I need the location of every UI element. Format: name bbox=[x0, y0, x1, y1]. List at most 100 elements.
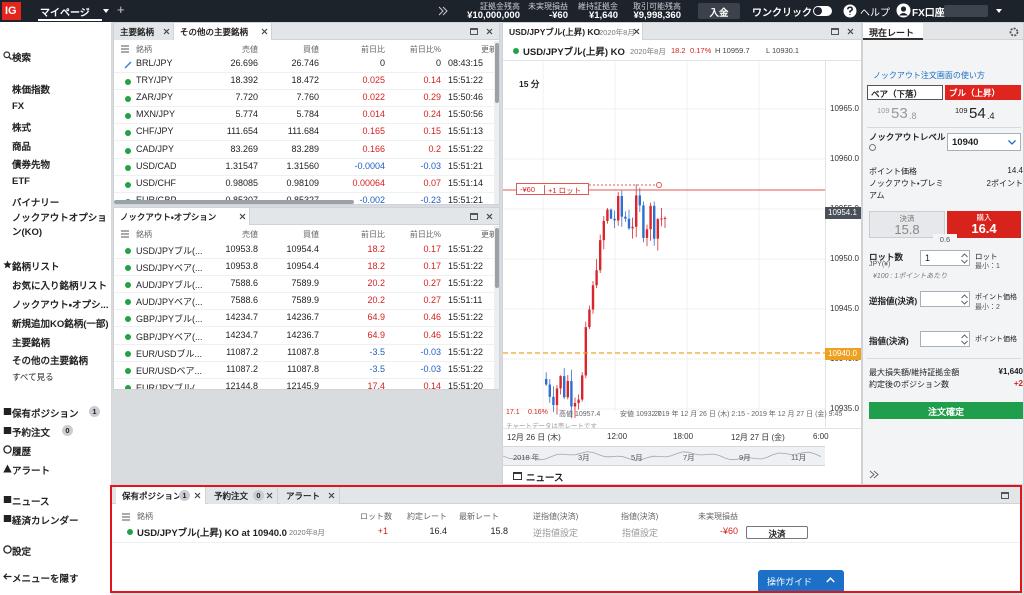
menu-item[interactable]: 銘柄リスト bbox=[12, 262, 60, 273]
ko-label: ノックアウトレベル bbox=[869, 132, 946, 142]
header-divider bbox=[503, 60, 861, 61]
cell: 0.98085 bbox=[225, 177, 258, 188]
menu-item[interactable]: FX bbox=[12, 101, 25, 112]
close-button[interactable]: 決済 bbox=[746, 526, 808, 539]
menu-item[interactable]: 履歴 bbox=[12, 447, 32, 458]
position-name[interactable]: USD/JPYブル(上昇) KO at 10940.0 bbox=[137, 528, 287, 539]
menu-item[interactable]: 新規追加KO銘柄(一部) bbox=[12, 319, 109, 330]
account-body bbox=[899, 13, 908, 16]
market-name[interactable]: AUD/JPYブル(... bbox=[136, 280, 203, 291]
toggle-knob bbox=[814, 7, 822, 15]
market-name[interactable]: USD/JPYベア(... bbox=[136, 263, 203, 274]
price-label: 10960.0 bbox=[830, 154, 859, 163]
market-name[interactable]: USD/CHF bbox=[136, 177, 176, 188]
market-name[interactable]: MXN/JPY bbox=[136, 109, 176, 120]
candle-body bbox=[570, 380, 573, 407]
menu-item[interactable]: メニューを隠す bbox=[12, 574, 79, 585]
menu-item[interactable]: ノックアウトオプション(KO) bbox=[12, 213, 107, 238]
input[interactable] bbox=[920, 291, 970, 307]
candle-body bbox=[635, 195, 638, 227]
graphics bbox=[3, 51, 12, 60]
candle-body bbox=[563, 376, 566, 398]
cell: 17.4 bbox=[367, 380, 385, 390]
menu-item[interactable]: お気に入り銘柄リスト bbox=[12, 281, 108, 292]
see-all[interactable]: すべて見る bbox=[12, 372, 54, 382]
tab-label: 予約注文 bbox=[214, 491, 249, 501]
add-tab[interactable]: + bbox=[117, 2, 125, 17]
market-name[interactable]: ZAR/JPY bbox=[136, 92, 174, 103]
market-name[interactable]: GBP/JPYブル(... bbox=[136, 314, 203, 325]
menu-item[interactable]: 主要銘柄 bbox=[12, 338, 51, 349]
sell-box[interactable]: 決済 15.8 bbox=[869, 211, 945, 238]
tab[interactable]: その他の主要銘柄 bbox=[174, 23, 272, 40]
cell: -0.23 bbox=[420, 194, 441, 205]
toggle[interactable] bbox=[813, 6, 832, 16]
market-name[interactable]: EUR/USDベア... bbox=[136, 365, 203, 376]
menu-item[interactable]: バイナリー bbox=[12, 198, 60, 209]
tab-label: アラート bbox=[286, 491, 321, 501]
menu-item[interactable]: 保有ポジション bbox=[12, 409, 79, 420]
market-name[interactable]: EUR/JPYブル(... bbox=[136, 382, 203, 390]
market-name[interactable]: TRY/JPY bbox=[136, 75, 173, 86]
buy-box[interactable]: 購入 16.4 bbox=[947, 211, 1021, 238]
menu-item[interactable]: ノックアウト・オプシ... bbox=[12, 300, 109, 311]
menu-item[interactable]: 株価指数 bbox=[12, 85, 51, 96]
tab[interactable]: マイページ bbox=[40, 8, 90, 19]
caret-up bbox=[826, 577, 835, 583]
market-name[interactable]: AUD/JPYベア(... bbox=[136, 297, 203, 308]
tab[interactable]: USD/JPYブル(上昇) KO 2020年8月 bbox=[503, 23, 643, 40]
help-link[interactable]: ノックアウト注文画面の使い方 bbox=[873, 71, 985, 80]
menu-item[interactable]: 商品 bbox=[12, 142, 32, 153]
bull-button[interactable]: ブル（上昇） bbox=[945, 85, 1021, 100]
tab[interactable] bbox=[863, 23, 923, 40]
market-name[interactable]: EUR/GBP bbox=[136, 195, 177, 204]
market-name[interactable]: USD/CAD bbox=[136, 160, 177, 171]
market-name[interactable]: EUR/USDブル... bbox=[136, 348, 203, 359]
position-limit[interactable]: 指値設定 bbox=[622, 528, 659, 538]
count: 0 bbox=[256, 491, 261, 500]
market-name[interactable]: CAD/JPY bbox=[136, 143, 175, 154]
row-divider bbox=[114, 89, 499, 91]
bear-button[interactable]: ベア（下落） bbox=[867, 85, 943, 100]
menu-item[interactable]: 設定 bbox=[12, 547, 32, 558]
menu-item[interactable]: ETF bbox=[12, 176, 30, 187]
tab[interactable]: ノックアウト・オプション bbox=[114, 208, 250, 225]
ko-select[interactable]: 10940 bbox=[947, 133, 1021, 151]
market-name[interactable]: GBP/JPYベア(... bbox=[136, 331, 203, 342]
menu-item[interactable]: アラート bbox=[12, 466, 51, 477]
menu-item[interactable]: 検索 bbox=[12, 53, 32, 64]
menu-item[interactable]: その他の主要銘柄 bbox=[12, 356, 89, 367]
position-stop[interactable]: 逆指値設定 bbox=[533, 528, 579, 538]
position-badge[interactable]: -¥60 +1 ロット bbox=[516, 183, 589, 195]
tab[interactable]: アラート bbox=[280, 487, 340, 504]
menu-item[interactable]: ニュース bbox=[12, 497, 50, 508]
market-name[interactable]: CHF/JPY bbox=[136, 126, 174, 137]
market-name[interactable]: BRL/JPY bbox=[136, 58, 173, 68]
confirm-button[interactable]: 注文確定 bbox=[869, 402, 1023, 419]
guide-button[interactable]: 操作ガイド bbox=[758, 570, 844, 591]
stat-label: 取引可能残高 bbox=[633, 2, 681, 11]
tab[interactable]: 主要銘柄 bbox=[114, 23, 174, 40]
cell: 11087.8 bbox=[287, 363, 319, 374]
tab[interactable]: 予約注文 0 bbox=[208, 487, 278, 504]
menu-item[interactable]: 債券先物 bbox=[12, 160, 51, 171]
status-dot bbox=[125, 333, 131, 340]
menu-item[interactable]: 株式 bbox=[12, 123, 32, 134]
status-dot bbox=[125, 299, 131, 306]
row-divider bbox=[114, 157, 499, 159]
candle-body bbox=[656, 219, 659, 239]
news-label[interactable]: ニュース bbox=[526, 473, 564, 484]
input[interactable] bbox=[920, 331, 970, 347]
market-name[interactable]: USD/JPYブル(... bbox=[136, 246, 203, 256]
time-label: 12:00 bbox=[607, 432, 628, 441]
cell: 15:51:22 bbox=[448, 278, 484, 289]
tab[interactable]: 保有ポジション 1 bbox=[116, 487, 206, 504]
input[interactable]: 1 bbox=[920, 250, 970, 266]
deposit-button[interactable]: 入金 bbox=[698, 3, 740, 19]
menu-item[interactable]: 予約注文 bbox=[12, 428, 51, 439]
account[interactable]: FX口座 bbox=[912, 8, 945, 19]
help[interactable]: ヘルプ bbox=[860, 8, 890, 19]
menu-item[interactable]: 経済カレンダー bbox=[12, 516, 79, 527]
row-divider bbox=[114, 292, 499, 294]
cell: 12144.8 bbox=[225, 380, 258, 390]
